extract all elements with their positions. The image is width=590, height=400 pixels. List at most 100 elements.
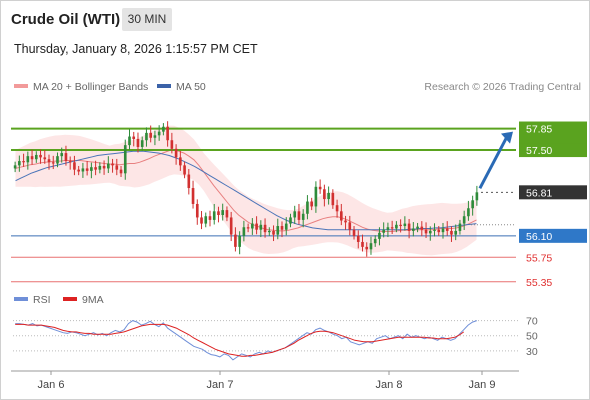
candle-body [348,222,352,230]
candle-body [136,139,140,147]
candle-body [238,235,241,247]
x-tick-label: Jan 7 [207,379,234,391]
candle-body [149,132,152,138]
forecast-arrow-shaft [478,135,509,190]
candle-body [369,243,373,250]
level-label-55.35: 55.35 [526,277,552,289]
ma50-swatch [157,84,171,89]
candle-body [382,229,385,233]
candle-body [170,140,174,149]
candle-body [34,154,38,160]
candle-body [94,167,97,170]
candle-body [183,165,186,175]
forecast-arrow-head [501,131,513,144]
level-tag-57.50 [519,143,587,158]
candle-body [204,216,208,224]
candle-body [242,227,246,236]
ma50-legend-label: MA 50 [176,81,206,93]
candle-body [318,186,322,190]
rsi-line [15,320,477,361]
rsi-tick-30: 30 [526,346,538,358]
ma9-legend-label: 9MA [82,294,104,306]
candle-body [445,228,449,231]
candle-body [102,165,106,169]
candle-body [195,203,199,218]
candle-body [229,217,233,235]
candle-body [373,238,377,244]
candle-body [162,126,165,132]
rsi-tick-70: 70 [526,316,538,328]
research-credit: Research © 2026 Trading Central [424,81,581,93]
x-tick-label: Jan 9 [469,379,496,391]
candle-body [462,216,466,224]
legend-ma20: MA 20 + Bollinger Bands [14,81,148,93]
candle-body [390,227,394,229]
level-label-56.81: 56.81 [526,187,552,199]
candle-body [407,223,411,231]
x-tick-label: Jan 6 [38,379,65,391]
candle-body [98,165,102,170]
candle-body [361,241,364,247]
candle-body [289,217,292,224]
candle-body [200,217,203,224]
candle-body [123,145,127,174]
candle-body [255,223,258,230]
x-tick-label: Jan 8 [376,379,403,391]
candle-body [386,227,390,230]
legend-rsi: RSI [14,294,51,306]
ma20-swatch [14,84,28,89]
candle-body [280,226,284,230]
candle-body [327,192,330,200]
level-label-57.85: 57.85 [526,124,552,136]
candle-body [335,205,339,212]
candle-body [225,210,229,218]
candle-body [64,153,68,162]
candle-body [115,165,119,170]
candle-body [43,157,47,160]
bollinger-band-fill [15,125,477,256]
timeframe-badge[interactable]: 30 MIN [122,8,172,31]
candle-body [212,211,216,220]
candle-body [221,210,225,215]
ma20-line [15,149,477,232]
candle-body [403,223,407,227]
candle-body [217,211,220,215]
candle-body [412,228,415,231]
candle-body [356,235,360,242]
candle-body [428,230,432,234]
candle-body [208,216,212,220]
candle-body [174,148,178,158]
rsi-swatch [14,297,28,302]
candle-body [85,168,89,171]
candle-body [450,230,453,235]
candle-body [471,200,474,209]
candle-body [424,229,428,234]
candle-body [157,131,161,136]
candle-body [47,159,51,163]
candle-body [293,211,297,218]
candle-body [128,136,131,146]
candle-body [276,226,280,235]
candle-body [433,229,436,231]
datetime-label: Thursday, January 8, 2026 1:15:57 PM CET [14,42,258,56]
candle-body [119,169,123,174]
candle-body [77,169,80,172]
candle-body [22,161,25,163]
candle-body [107,163,110,169]
candle-body [166,126,169,141]
candle-body [272,230,275,235]
candle-body [306,201,309,214]
candle-body [352,229,356,236]
ma20-legend-label: MA 20 + Bollinger Bands [33,81,149,93]
candle-body [18,161,21,166]
title-bar: Crude Oil (WTI) 30 MIN [1,1,589,37]
candle-body [140,140,144,147]
candle-body [365,246,369,250]
candle-body [323,189,326,200]
candle-body [73,162,76,170]
candle-body [26,156,30,163]
candle-body [420,226,424,230]
candle-body [39,154,42,158]
candle-body [310,201,313,207]
